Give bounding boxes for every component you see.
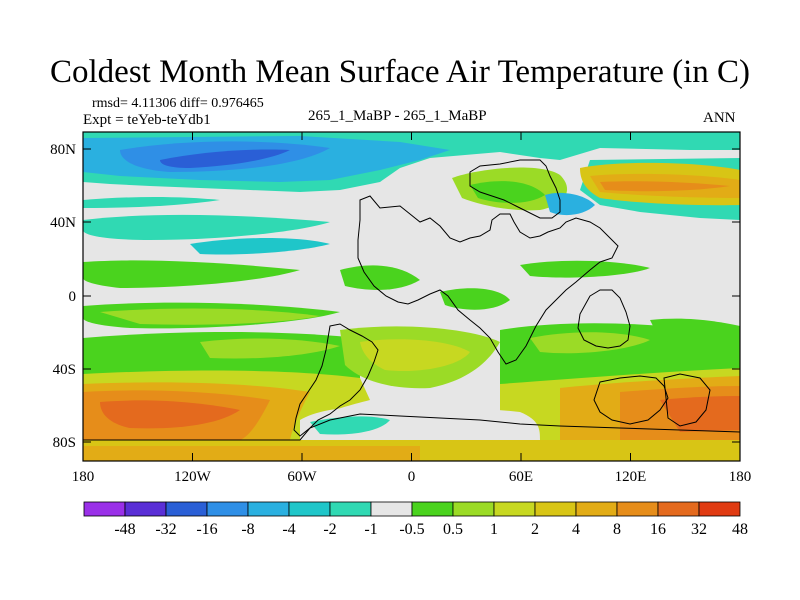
continent-outline [83, 413, 740, 441]
cool-field [310, 416, 390, 435]
colorbar-swatch [493, 501, 536, 517]
y-tick-label: 0 [69, 289, 77, 305]
x-tick-label: 120E [615, 469, 647, 485]
y-tick-label: 80N [50, 142, 76, 158]
continent-outline [357, 195, 619, 365]
cool-field [545, 192, 595, 216]
x-tick-label: 0 [408, 469, 416, 485]
x-tick-label: 180 [72, 469, 95, 485]
temperature-field [83, 132, 740, 461]
colorbar: -48 -32 -16 -8 -4 -2 -1 -0.5 0.5 1 2 4 8 16 32 48 [83, 501, 748, 538]
y-axis [83, 148, 740, 443]
colorbar-label: 4 [572, 521, 580, 538]
colorbar-swatch [165, 501, 208, 517]
continent-outline [293, 323, 379, 437]
colorbar-label: -4 [282, 521, 295, 538]
colorbar-swatch [575, 501, 618, 517]
map-title: Coldest Month Mean Surface Air Temperatu… [50, 54, 750, 90]
coastlines [83, 159, 740, 441]
colorbar-label: 48 [732, 521, 748, 538]
colorbar-swatch [329, 501, 372, 517]
warm-field [200, 338, 340, 359]
warm-field [520, 260, 650, 278]
colorbar-label: 32 [691, 521, 707, 538]
y-tick-label: 40N [50, 215, 76, 231]
colorbar-label: -16 [196, 521, 217, 538]
colorbar-label: 16 [650, 521, 666, 538]
y-tick-labels: 80N 40N 0 40S 80S [50, 142, 76, 451]
colorbar-label: 0.5 [443, 521, 463, 538]
colorbar-label: -32 [155, 521, 176, 538]
continent-outline [577, 289, 631, 349]
warm-field [470, 181, 545, 203]
continent-outline [593, 375, 669, 425]
colorbar-swatch [124, 501, 167, 517]
continent-outline [663, 373, 711, 427]
colorbar-label: -1 [364, 521, 377, 538]
cool-streak [83, 214, 330, 240]
warm-field [100, 308, 320, 325]
season-label: ANN [703, 110, 736, 126]
colorbar-label: -2 [323, 521, 336, 538]
colorbar-label: 8 [613, 521, 621, 538]
cool-streak [83, 197, 220, 208]
colorbar-label: -48 [114, 521, 135, 538]
colorbar-swatch [452, 501, 495, 517]
warm-field [83, 260, 300, 288]
hot-field [100, 400, 240, 429]
colorbar-label: 2 [531, 521, 539, 538]
colorbar-swatch [411, 501, 454, 517]
continent-outline [469, 159, 561, 219]
colorbar-swatch [698, 501, 741, 517]
colorbar-swatch [370, 501, 413, 517]
colorbar-swatch [206, 501, 249, 517]
warm-field [83, 446, 420, 461]
colorbar-label: -0.5 [399, 521, 424, 538]
colorbar-swatch [616, 501, 659, 517]
stats-label: rmsd= 4.11306 diff= 0.976465 [92, 96, 264, 111]
hot-field [600, 181, 730, 192]
arctic-coldest-field [160, 149, 290, 168]
warm-field [440, 288, 510, 310]
experiment-label: Expt = teYeb-teYdb1 [83, 112, 211, 128]
y-tick-label: 40S [53, 362, 76, 378]
x-tick-labels: 180 120W 60W 0 60E 120E 180 [72, 469, 752, 485]
colorbar-label: -8 [241, 521, 254, 538]
warm-field [340, 265, 420, 290]
colorbar-swatch [534, 501, 577, 517]
warm-field [360, 339, 470, 372]
colorbar-swatch [288, 501, 331, 517]
x-tick-label: 60W [287, 469, 317, 485]
y-tick-label: 80S [53, 435, 76, 451]
x-tick-label: 60E [509, 469, 533, 485]
hot-field [660, 396, 740, 432]
warm-field [650, 318, 740, 347]
x-tick-label: 180 [729, 469, 752, 485]
center-label: 265_1_MaBP - 265_1_MaBP [308, 108, 487, 124]
colorbar-label: 1 [490, 521, 498, 538]
x-axis [82, 132, 741, 461]
x-tick-label: 120W [174, 469, 212, 485]
cool-streak [190, 238, 330, 255]
colorbar-swatch [247, 501, 290, 517]
colorbar-swatch [657, 501, 700, 517]
colorbar-swatch [83, 501, 126, 517]
